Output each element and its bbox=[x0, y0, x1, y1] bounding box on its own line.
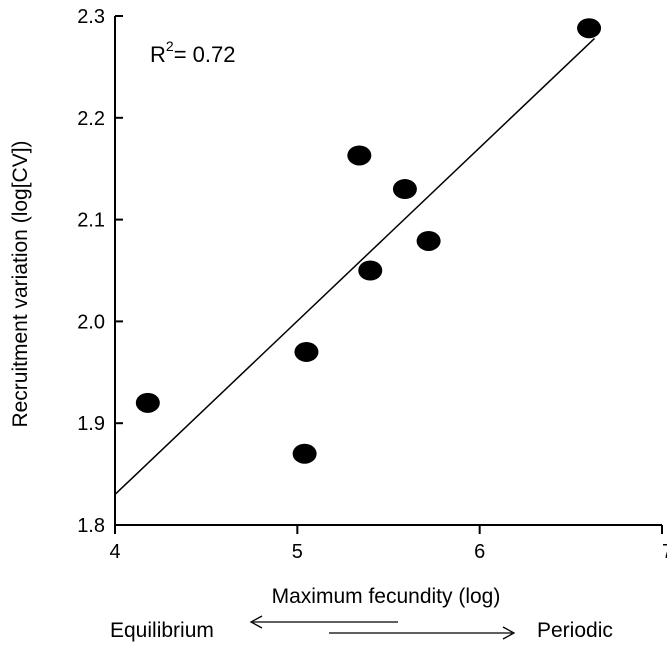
x-tick-label: 6 bbox=[474, 541, 485, 563]
x-tick-label: 5 bbox=[292, 541, 303, 563]
periodic-label: Periodic bbox=[537, 619, 613, 642]
right-arrow-head bbox=[502, 626, 516, 640]
y-tick-label: 1.9 bbox=[77, 413, 105, 435]
y-tick-label: 1.8 bbox=[77, 515, 105, 537]
data-point bbox=[347, 145, 372, 166]
data-points bbox=[135, 18, 602, 464]
regression-line-group bbox=[114, 37, 596, 496]
tick-labels: 4 5 6 7 1.8 1.9 2.0 2.1 2.2 2.3 bbox=[77, 6, 667, 563]
data-point bbox=[135, 392, 160, 413]
y-tick-label: 2.3 bbox=[77, 6, 105, 28]
data-point bbox=[292, 443, 317, 464]
x-axis-title: Maximum fecundity (log) bbox=[272, 585, 501, 608]
scale-arrows bbox=[249, 615, 516, 640]
y-tick-label: 2.2 bbox=[77, 108, 105, 130]
data-point bbox=[358, 260, 383, 281]
y-tick-label: 2.1 bbox=[77, 210, 105, 232]
y-tick-label: 2.0 bbox=[77, 311, 105, 333]
axes bbox=[114, 15, 663, 534]
x-tick-label: 4 bbox=[109, 541, 120, 563]
r-squared-letter: R bbox=[150, 42, 166, 67]
data-point bbox=[294, 341, 319, 362]
left-arrow-head bbox=[249, 615, 263, 629]
x-tick-label: 7 bbox=[662, 541, 667, 563]
data-point bbox=[416, 230, 441, 251]
data-point bbox=[577, 18, 602, 39]
data-point bbox=[392, 179, 417, 200]
r-squared-exponent: 2 bbox=[166, 38, 174, 54]
y-axis-title: Recruitment variation (log[CV]) bbox=[9, 140, 32, 427]
r-squared-value: = 0.72 bbox=[174, 42, 236, 67]
equilibrium-label: Equilibrium bbox=[110, 619, 214, 642]
regression-line bbox=[114, 37, 596, 496]
r-squared-annotation: R2= 0.72 bbox=[150, 38, 235, 67]
